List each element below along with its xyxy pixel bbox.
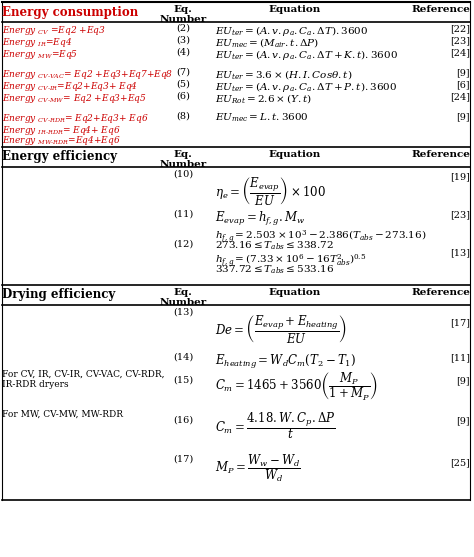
Text: Energy $_{CV\text{-}VAC}$= Eq2 +Eq3+Eq7+Eq8: Energy $_{CV\text{-}VAC}$= Eq2 +Eq3+Eq7+… [2, 68, 173, 81]
Text: (13): (13) [173, 308, 193, 317]
Text: [23]: [23] [450, 210, 470, 219]
Text: $M_P = \dfrac{W_w - W_d}{W_d}$: $M_P = \dfrac{W_w - W_d}{W_d}$ [215, 452, 301, 484]
Text: (15): (15) [173, 376, 193, 385]
Text: (10): (10) [173, 170, 193, 179]
Text: Energy $_{CV}$ =Eq2 +Eq3: Energy $_{CV}$ =Eq2 +Eq3 [2, 24, 106, 37]
Text: [22]: [22] [450, 24, 470, 33]
Text: Eq.
Number: Eq. Number [159, 150, 207, 169]
Text: (8): (8) [176, 112, 190, 121]
Text: $h_{f,g}=2.503\times10^3 - 2.386(T_{abs}-273.16)$: $h_{f,g}=2.503\times10^3 - 2.386(T_{abs}… [215, 228, 427, 245]
Text: Energy $_{CV\text{-}RDR}$= Eq2+Eq3+ Eq6: Energy $_{CV\text{-}RDR}$= Eq2+Eq3+ Eq6 [2, 112, 148, 125]
Text: (4): (4) [176, 48, 190, 57]
Text: [6]: [6] [456, 80, 470, 89]
Text: $EU_{mec}=L.t.3600$: $EU_{mec}=L.t.3600$ [215, 112, 309, 125]
Text: $E_{heating}=W_d C_m (T_2 - T_1)$: $E_{heating}=W_d C_m (T_2 - T_1)$ [215, 353, 356, 371]
Text: [11]: [11] [450, 353, 470, 362]
Text: Reference: Reference [411, 5, 470, 14]
Text: Energy efficiency: Energy efficiency [2, 150, 117, 163]
Text: [17]: [17] [450, 318, 470, 327]
Text: $h_{f,g}=(7.33\times10^6 - 16T_{abs}^{2})^{0.5}$: $h_{f,g}=(7.33\times10^6 - 16T_{abs}^{2}… [215, 252, 366, 269]
Text: Reference: Reference [411, 150, 470, 159]
Text: (14): (14) [173, 353, 193, 362]
Text: $\eta_e = \left(\dfrac{E_{evap}}{EU}\right)\times 100$: $\eta_e = \left(\dfrac{E_{evap}}{EU}\rig… [215, 175, 326, 207]
Text: [25]: [25] [450, 458, 470, 467]
Text: [24]: [24] [450, 92, 470, 101]
Text: Energy consumption: Energy consumption [2, 6, 138, 19]
Text: [19]: [19] [450, 172, 470, 181]
Text: Eq.
Number: Eq. Number [159, 288, 207, 307]
Text: [13]: [13] [450, 248, 470, 257]
Text: $De = \left(\dfrac{E_{evap}+E_{heating}}{EU}\right)$: $De = \left(\dfrac{E_{evap}+E_{heating}}… [215, 313, 347, 345]
Text: Reference: Reference [411, 288, 470, 297]
Text: (12): (12) [173, 240, 193, 249]
Text: For MW, CV-MW, MW-RDR: For MW, CV-MW, MW-RDR [2, 410, 123, 419]
Text: Equation: Equation [269, 5, 321, 14]
Text: (2): (2) [176, 24, 190, 33]
Text: $EU_{ter}=(A.v.\rho_a.C_a.\Delta T + K.t).3600$: $EU_{ter}=(A.v.\rho_a.C_a.\Delta T + K.t… [215, 48, 398, 62]
Text: Equation: Equation [269, 288, 321, 297]
Text: Eq.
Number: Eq. Number [159, 5, 207, 25]
Text: $E_{evap} = h_{f,g}.M_w$: $E_{evap} = h_{f,g}.M_w$ [215, 210, 305, 228]
Text: $EU_{mec}=(M_{air}.t.\Delta P)$: $EU_{mec}=(M_{air}.t.\Delta P)$ [215, 36, 319, 49]
Text: $EU_{Rot}=2.6\times(Y.t)$: $EU_{Rot}=2.6\times(Y.t)$ [215, 92, 312, 105]
Text: Equation: Equation [269, 150, 321, 159]
Text: (17): (17) [173, 455, 193, 464]
Text: Energy $_{CV\text{-}MW}$= Eq2 +Eq3+Eq5: Energy $_{CV\text{-}MW}$= Eq2 +Eq3+Eq5 [2, 92, 146, 105]
Text: [9]: [9] [456, 112, 470, 121]
Text: [23]: [23] [450, 36, 470, 45]
Text: Drying efficiency: Drying efficiency [2, 288, 115, 301]
Text: $EU_{ter}=3.6\times(H.I.Cos\theta.t)$: $EU_{ter}=3.6\times(H.I.Cos\theta.t)$ [215, 68, 353, 81]
Text: $C_m = 1465+3560\left(\dfrac{M_P}{1+M_P}\right)$: $C_m = 1465+3560\left(\dfrac{M_P}{1+M_P}… [215, 370, 378, 402]
Text: $EU_{ter}=(A.v.\rho_a.C_a.\Delta T).3600$: $EU_{ter}=(A.v.\rho_a.C_a.\Delta T).3600… [215, 24, 368, 38]
Text: Energy $_{CV\text{-}IR}$=Eq2+Eq3+ Eq4: Energy $_{CV\text{-}IR}$=Eq2+Eq3+ Eq4 [2, 80, 138, 93]
Text: $273.16 \leq T_{abs} \leq 338.72$: $273.16 \leq T_{abs} \leq 338.72$ [215, 240, 334, 252]
Text: $337.72 \leq T_{abs} \leq 533.16$: $337.72 \leq T_{abs} \leq 533.16$ [215, 264, 334, 276]
Text: [9]: [9] [456, 376, 470, 385]
Text: [24]: [24] [450, 48, 470, 57]
Text: (16): (16) [173, 416, 193, 425]
Text: $C_m = \dfrac{4.18.W.C_p.\Delta P}{t}$: $C_m = \dfrac{4.18.W.C_p.\Delta P}{t}$ [215, 410, 336, 441]
Text: Energy $_{MW}$=Eq5: Energy $_{MW}$=Eq5 [2, 48, 78, 61]
Text: (5): (5) [176, 80, 190, 89]
Text: $EU_{ter}=(A.v.\rho_a.C_a.\Delta T + P.t).3600$: $EU_{ter}=(A.v.\rho_a.C_a.\Delta T + P.t… [215, 80, 397, 94]
Text: (3): (3) [176, 36, 190, 45]
Text: For CV, IR, CV-IR, CV-VAC, CV-RDR,
IR-RDR dryers: For CV, IR, CV-IR, CV-VAC, CV-RDR, IR-RD… [2, 370, 164, 389]
Text: Energy $_{MW\text{-}RDR}$=Eq4+Eq6: Energy $_{MW\text{-}RDR}$=Eq4+Eq6 [2, 134, 121, 147]
Text: [9]: [9] [456, 68, 470, 77]
Text: [9]: [9] [456, 416, 470, 425]
Text: Energy $_{IR}$=Eq4: Energy $_{IR}$=Eq4 [2, 36, 73, 49]
Text: (7): (7) [176, 68, 190, 77]
Text: Energy $_{IR\text{-}RDR}$= Eq4+ Eq6: Energy $_{IR\text{-}RDR}$= Eq4+ Eq6 [2, 124, 121, 137]
Text: (6): (6) [176, 92, 190, 101]
Text: (11): (11) [173, 210, 193, 219]
